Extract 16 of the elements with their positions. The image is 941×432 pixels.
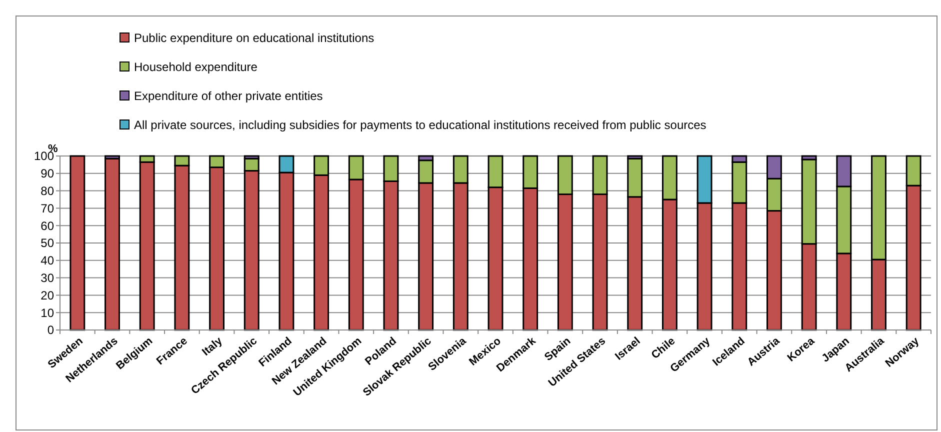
y-tick-label: 0 [47,323,54,338]
bar [70,155,86,331]
y-tick-label: 30 [40,271,54,285]
legend-label: Household expenditure [134,60,258,74]
y-tick-label: 20 [40,288,54,302]
y-tick-label: 70 [40,201,54,216]
legend-label: All private sources, including subsidies for payments to educational institutions received from public sources [134,118,706,132]
y-tick-label: 10 [40,306,54,320]
y-tick-label: 40 [40,254,54,268]
legend-label: Expenditure of other private entities [134,89,323,104]
bar [104,158,120,331]
y-tick-label: 80 [40,184,54,198]
y-tick-label: 50 [40,236,54,250]
y-tick-label: 90 [40,166,54,181]
legend-label: Public expenditure on educational institutions [134,31,374,46]
y-tick-label: 60 [40,218,54,233]
